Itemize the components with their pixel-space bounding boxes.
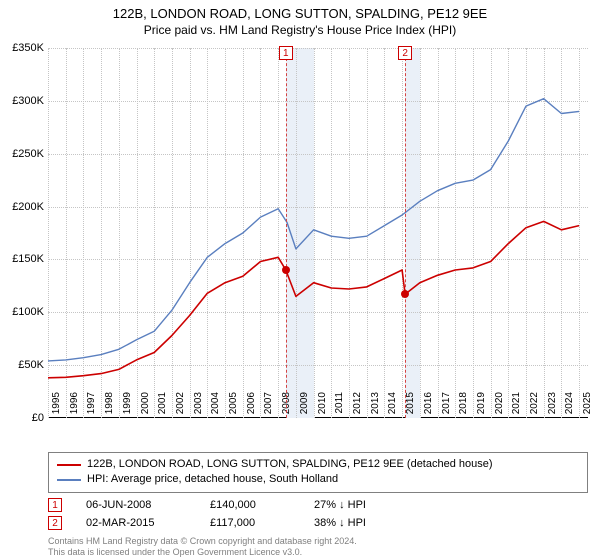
x-axis-label: 2018: [458, 392, 469, 422]
y-axis-label: £300K: [0, 95, 44, 107]
event-row-2: 2 02-MAR-2015 £117,000 38% ↓ HPI: [48, 514, 588, 532]
x-axis-label: 2015: [405, 392, 416, 422]
y-axis-label: £350K: [0, 42, 44, 54]
events-table: 1 06-JUN-2008 £140,000 27% ↓ HPI 2 02-MA…: [48, 496, 588, 532]
x-axis-label: 2020: [494, 392, 505, 422]
x-axis-label: 2012: [352, 392, 363, 422]
legend-swatch-hpi: [57, 479, 81, 481]
x-axis-label: 2025: [582, 392, 593, 422]
chart-container: 122B, LONDON ROAD, LONG SUTTON, SPALDING…: [0, 0, 600, 560]
x-axis-label: 1998: [104, 392, 115, 422]
footer-line-2: This data is licensed under the Open Gov…: [48, 547, 357, 558]
x-axis-label: 2010: [317, 392, 328, 422]
legend-row-hpi: HPI: Average price, detached house, Sout…: [57, 472, 579, 487]
chart-area: £0£50K£100K£150K£200K£250K£300K£350K1995…: [48, 48, 588, 418]
event-date-1: 06-JUN-2008: [86, 499, 186, 511]
plot-svg: [48, 48, 588, 418]
x-axis-label: 2014: [387, 392, 398, 422]
y-axis-label: £0: [0, 412, 44, 424]
x-axis-label: 2024: [564, 392, 575, 422]
x-axis-label: 1995: [51, 392, 62, 422]
series-line-hpi: [48, 99, 579, 361]
x-axis-label: 2011: [334, 392, 345, 422]
x-axis-label: 2006: [246, 392, 257, 422]
y-axis-label: £150K: [0, 253, 44, 265]
legend-label-property: 122B, LONDON ROAD, LONG SUTTON, SPALDING…: [87, 457, 493, 472]
event-marker-dot: [282, 266, 290, 274]
x-axis-label: 2009: [299, 392, 310, 422]
legend-swatch-property: [57, 464, 81, 466]
legend-row-property: 122B, LONDON ROAD, LONG SUTTON, SPALDING…: [57, 457, 579, 472]
x-axis-label: 2005: [228, 392, 239, 422]
x-axis-label: 2013: [370, 392, 381, 422]
event-delta-2: 38% ↓ HPI: [314, 517, 404, 529]
x-axis-label: 2007: [263, 392, 274, 422]
x-axis-label: 1999: [122, 392, 133, 422]
event-badge-2: 2: [48, 516, 62, 530]
x-axis-label: 2021: [511, 392, 522, 422]
y-axis-label: £50K: [0, 359, 44, 371]
x-axis-label: 2019: [476, 392, 487, 422]
footer-line-1: Contains HM Land Registry data © Crown c…: [48, 536, 357, 547]
event-price-1: £140,000: [210, 499, 290, 511]
legend-box: 122B, LONDON ROAD, LONG SUTTON, SPALDING…: [48, 452, 588, 493]
x-axis-label: 2001: [157, 392, 168, 422]
x-axis-label: 2016: [423, 392, 434, 422]
x-axis-label: 2003: [193, 392, 204, 422]
title-block: 122B, LONDON ROAD, LONG SUTTON, SPALDING…: [0, 0, 600, 38]
event-price-2: £117,000: [210, 517, 290, 529]
event-delta-1: 27% ↓ HPI: [314, 499, 404, 511]
event-row-1: 1 06-JUN-2008 £140,000 27% ↓ HPI: [48, 496, 588, 514]
x-axis-label: 2017: [441, 392, 452, 422]
x-axis-label: 2000: [140, 392, 151, 422]
event-badge-1: 1: [48, 498, 62, 512]
x-axis-label: 1997: [86, 392, 97, 422]
legend-label-hpi: HPI: Average price, detached house, Sout…: [87, 472, 338, 487]
event-badge-on-chart: 2: [398, 46, 412, 60]
footer-attribution: Contains HM Land Registry data © Crown c…: [48, 536, 357, 558]
y-axis-label: £100K: [0, 306, 44, 318]
x-axis-label: 2022: [529, 392, 540, 422]
title-line-2: Price paid vs. HM Land Registry's House …: [0, 23, 600, 39]
series-line-property: [48, 221, 579, 377]
event-badge-on-chart: 1: [279, 46, 293, 60]
x-axis-label: 2004: [210, 392, 221, 422]
event-date-2: 02-MAR-2015: [86, 517, 186, 529]
event-marker-dot: [401, 290, 409, 298]
title-line-1: 122B, LONDON ROAD, LONG SUTTON, SPALDING…: [0, 6, 600, 23]
event-line: [405, 48, 406, 418]
x-axis-label: 2023: [547, 392, 558, 422]
y-axis-label: £200K: [0, 201, 44, 213]
y-axis-label: £250K: [0, 148, 44, 160]
x-axis-label: 1996: [69, 392, 80, 422]
event-line: [286, 48, 287, 418]
x-axis-label: 2002: [175, 392, 186, 422]
